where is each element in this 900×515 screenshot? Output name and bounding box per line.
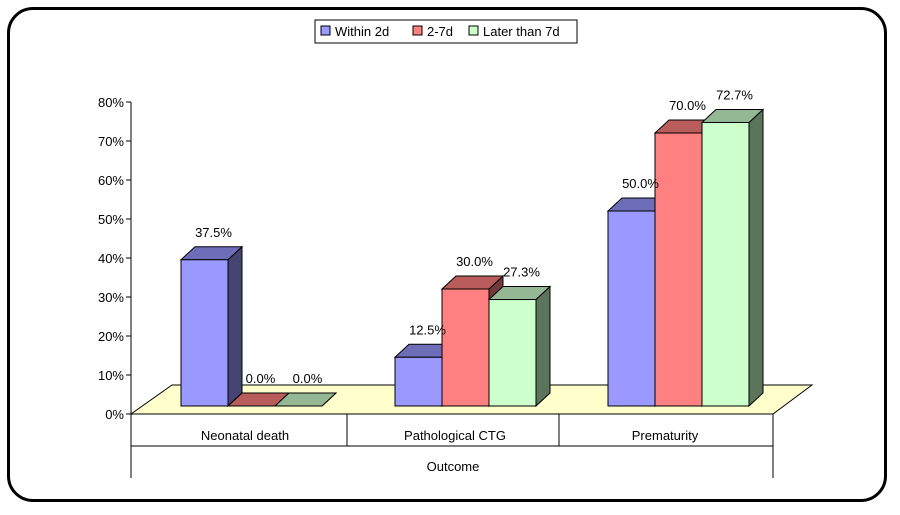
y-tick-label: 60% — [98, 173, 124, 188]
bar-neonatal-death-later-than-7d — [273, 392, 338, 407]
data-label: 12.5% — [409, 322, 446, 337]
data-label: 37.5% — [195, 225, 232, 240]
y-tick-label: 0% — [105, 407, 124, 422]
y-tick-label: 10% — [98, 368, 124, 383]
bar-prematurity-later-than-7d — [700, 108, 765, 408]
y-tick-label: 20% — [98, 329, 124, 344]
y-tick-label: 50% — [98, 212, 124, 227]
bars — [179, 108, 765, 408]
y-tick-label: 70% — [98, 134, 124, 149]
x-axis-title: Outcome — [427, 459, 480, 474]
bar-pathological-ctg-later-than-7d — [487, 285, 552, 408]
data-label: 0.0% — [293, 371, 323, 386]
category-label-pathological-ctg: Pathological CTG — [404, 428, 506, 443]
y-tick-label: 30% — [98, 290, 124, 305]
data-label: 70.0% — [669, 98, 706, 113]
legend-swatch-within-2d — [320, 25, 331, 36]
axes: 0% 10% 20% 30% 40% 50% 60% 70% 80% — [98, 95, 774, 478]
data-label: 27.3% — [503, 265, 540, 280]
category-label-neonatal-death: Neonatal death — [201, 428, 289, 443]
category-label-prematurity: Prematurity — [632, 428, 699, 443]
legend: Within 2d 2-7d Later than 7d — [314, 19, 578, 44]
data-label: 0.0% — [246, 371, 276, 386]
legend-label-later-than-7d: Later than 7d — [483, 24, 560, 39]
legend-swatch-later-than-7d — [468, 25, 479, 36]
data-label: 30.0% — [456, 254, 493, 269]
legend-label-within-2d: Within 2d — [335, 24, 389, 39]
bar-neonatal-death-within-2d — [179, 245, 244, 408]
data-label: 72.7% — [716, 87, 753, 102]
y-tick-label: 80% — [98, 95, 124, 110]
data-labels: 37.5% 0.0% 0.0% 12.5% 30.0% 27.3% 50.0% 70.0% 72… — [195, 87, 753, 386]
y-tick-label: 40% — [98, 251, 124, 266]
legend-label-2-7d: 2-7d — [427, 24, 453, 39]
legend-swatch-2-7d — [412, 25, 423, 36]
data-label: 50.0% — [622, 176, 659, 191]
